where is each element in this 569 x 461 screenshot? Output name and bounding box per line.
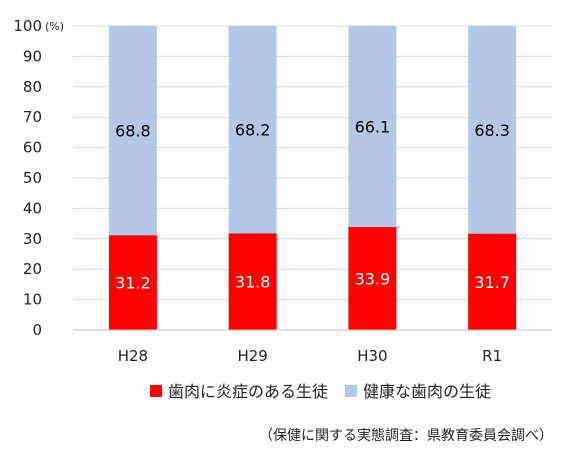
y-tick-label: 70 xyxy=(23,108,42,126)
data-label-inflamed: 31.7 xyxy=(474,273,510,292)
bar-healthy xyxy=(108,26,157,236)
y-unit-label: (%) xyxy=(45,20,64,33)
source-note: （保健に関する実態調査：県教育委員会調べ） xyxy=(259,428,553,444)
bar-healthy xyxy=(348,26,397,227)
y-tick-label: 100 xyxy=(13,17,42,35)
data-label-healthy: 66.1 xyxy=(355,117,391,136)
bar-inflamed xyxy=(348,226,397,330)
y-tick-label: 30 xyxy=(23,230,42,248)
data-label-inflamed: 31.8 xyxy=(235,273,271,292)
y-tick-label: 90 xyxy=(23,47,42,65)
y-tick-label: 80 xyxy=(23,78,42,96)
data-label-healthy: 68.3 xyxy=(474,121,510,140)
x-tick-label: H30 xyxy=(357,347,387,365)
legend: 歯肉に炎症のある生徒 健康な歯肉の生徒 xyxy=(150,382,491,401)
legend-swatch-healthy xyxy=(345,385,357,397)
y-tick-label: 10 xyxy=(23,291,42,309)
y-tick-label: 40 xyxy=(23,199,42,217)
axes: 0 10 20 30 40 50 60 70 80 90 100 (%) H28 H29 H30 R1 xyxy=(13,17,552,365)
bars xyxy=(108,26,517,330)
data-label-inflamed: 31.2 xyxy=(115,274,151,293)
y-tick-label: 50 xyxy=(23,169,42,187)
bar-healthy xyxy=(468,26,517,234)
x-tick-label: R1 xyxy=(482,347,502,365)
y-tick-label: 60 xyxy=(23,139,42,157)
data-label-healthy: 68.8 xyxy=(115,122,151,141)
x-tick-label: H29 xyxy=(237,347,267,365)
bar-healthy xyxy=(228,26,277,234)
legend-swatch-inflamed xyxy=(150,385,162,397)
y-tick-label: 0 xyxy=(32,321,42,339)
bar-inflamed xyxy=(468,233,517,330)
legend-label-healthy: 健康な歯肉の生徒 xyxy=(363,382,491,401)
legend-label-inflamed: 歯肉に炎症のある生徒 xyxy=(168,382,328,401)
data-label-healthy: 68.2 xyxy=(235,121,271,140)
data-labels: 31.2 68.8 31.8 68.2 33.9 66.1 31.7 68.3 xyxy=(115,117,510,292)
bar-inflamed xyxy=(108,235,157,330)
bar-inflamed xyxy=(228,233,277,330)
x-tick-label: H28 xyxy=(118,347,148,365)
data-label-inflamed: 33.9 xyxy=(355,269,391,288)
y-tick-label: 20 xyxy=(23,260,42,278)
